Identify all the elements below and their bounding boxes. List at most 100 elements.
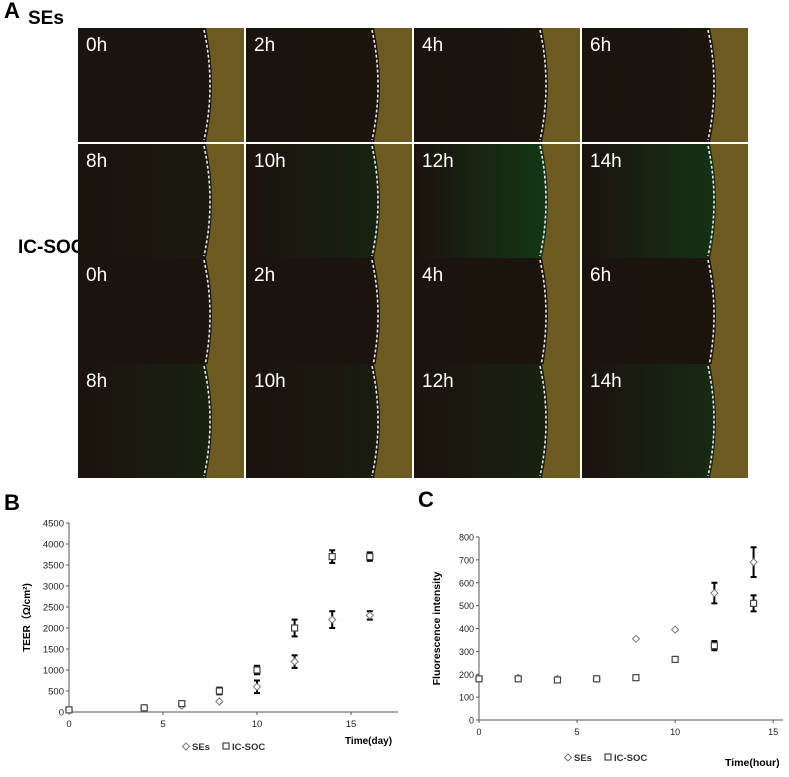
x-tick-label: 0: [476, 727, 481, 737]
legend-marker-ic-soc: [222, 742, 230, 750]
micrograph-image: [582, 28, 748, 142]
data-point-ic-soc: [593, 675, 601, 683]
micrograph-image: [246, 28, 412, 142]
data-point-ic-soc: [671, 655, 679, 663]
data-point-ses: [215, 697, 224, 706]
legend-marker-ic-soc: [604, 753, 612, 761]
micrograph-ic-soc-8h: 8h: [78, 364, 244, 478]
micrograph-image: [246, 144, 412, 258]
data-point-ic-soc: [65, 706, 73, 714]
micrograph-ic-soc-14h: 14h: [582, 364, 748, 478]
x-axis-label: Time(hour): [725, 757, 780, 769]
legend-marker-ses: [181, 742, 191, 751]
data-point-ic-soc: [291, 624, 299, 632]
y-tick-label: 2500: [43, 603, 64, 614]
y-axis-label: TEER（Ω/cm²): [20, 583, 33, 652]
tissue-edge: [206, 144, 244, 258]
y-tick-label: 0: [59, 708, 64, 719]
data-point-ic-soc: [553, 676, 562, 684]
data-point-ic-soc: [178, 700, 186, 708]
micrograph-ses-10h: 10h: [246, 144, 412, 258]
time-label: 10h: [254, 371, 286, 392]
group-title-ses: SEs: [28, 8, 64, 29]
y-tick-label: 1000: [43, 666, 64, 677]
y-tick-label: 4500: [43, 519, 64, 530]
micrograph-ses-14h: 14h: [582, 144, 748, 258]
time-label: 4h: [422, 35, 444, 56]
micrograph-image: [78, 28, 244, 142]
tissue-edge: [710, 144, 748, 258]
tissue-edge: [542, 258, 580, 372]
boundary-dashed-line: [539, 145, 547, 257]
tissue-edge: [542, 144, 580, 258]
tissue-edge: [710, 364, 748, 478]
y-tick-label: 4000: [43, 540, 64, 551]
data-point-ic-soc: [366, 552, 374, 561]
x-tick-label: 0: [66, 719, 71, 730]
chart-b-svg: 0 500 1000 1500 2000 2500 3000 3500 4000 4500 0 5 10…: [20, 519, 398, 753]
micrograph-image: [414, 144, 580, 258]
boundary-dashed-line: [707, 365, 715, 477]
legend-marker-ses: [563, 753, 573, 762]
time-label: 4h: [422, 265, 444, 286]
micrograph-image: [78, 258, 244, 372]
micrograph-ic-soc-0h: 0h: [78, 258, 244, 372]
tissue-edge: [542, 28, 580, 142]
time-label: 6h: [590, 35, 612, 56]
micrograph-image: [78, 144, 244, 258]
y-tick-label: 3000: [43, 582, 64, 593]
time-label: 10h: [254, 151, 286, 172]
boundary-dashed-line: [707, 29, 715, 141]
micrograph-image: [414, 258, 580, 372]
time-label: 6h: [590, 265, 612, 286]
micrograph-image: [582, 364, 748, 478]
data-point-ic-soc: [710, 642, 718, 650]
data-point-ic-soc: [749, 599, 758, 607]
boundary-dashed-line: [203, 259, 211, 371]
boundary-dashed-line: [539, 259, 547, 371]
data-point-ses: [252, 682, 262, 692]
tissue-edge: [206, 28, 244, 142]
series-ic-soc: [65, 549, 374, 714]
legend-label-ses: SEs: [192, 742, 210, 753]
data-point-ses: [749, 557, 758, 567]
data-point-ses: [290, 657, 299, 666]
tissue-edge: [542, 364, 580, 478]
chart-c-svg: 0 100 200 300 400 500 600 700 800 0 5 10 15 Fluoresce…: [431, 533, 783, 769]
time-label: 12h: [422, 151, 454, 172]
y-tick-label: 100: [459, 693, 474, 703]
time-label: 12h: [422, 371, 454, 392]
time-label: 0h: [86, 35, 108, 56]
tissue-edge: [710, 258, 748, 372]
micrograph-image: [582, 144, 748, 258]
boundary-dashed-line: [707, 145, 715, 257]
tissue-edge: [374, 28, 412, 142]
y-tick-label: 3500: [43, 561, 64, 572]
y-tick-label: 500: [48, 687, 64, 698]
time-label: 2h: [254, 265, 276, 286]
data-point-ses: [631, 634, 641, 644]
chart-c: 0 100 200 300 400 500 600 700 800 0 5 10 15 Fluoresce…: [418, 510, 789, 772]
y-tick-label: 400: [459, 624, 474, 634]
micrograph-image: [246, 258, 412, 372]
boundary-dashed-line: [203, 365, 211, 477]
time-label: 8h: [86, 371, 108, 392]
data-point-ic-soc: [328, 552, 336, 561]
micrograph-ses-4h: 4h: [414, 28, 580, 142]
tissue-edge: [206, 364, 244, 478]
x-axis-label: Time(day): [345, 736, 392, 747]
x-tick-label: 10: [670, 727, 680, 737]
micrograph-image: [582, 258, 748, 372]
x-tick-label: 5: [575, 727, 580, 737]
data-point-ic-soc: [253, 666, 261, 674]
boundary-dashed-line: [539, 29, 547, 141]
y-tick-label: 0: [469, 716, 474, 726]
y-tick-label: 200: [459, 670, 474, 680]
micrograph-ses-2h: 2h: [246, 28, 412, 142]
time-label: 2h: [254, 35, 276, 56]
series-ses: [474, 546, 758, 684]
data-point-ic-soc: [140, 704, 148, 712]
data-point-ses: [670, 625, 680, 634]
y-tick-label: 800: [459, 533, 474, 543]
time-label: 14h: [590, 151, 622, 172]
